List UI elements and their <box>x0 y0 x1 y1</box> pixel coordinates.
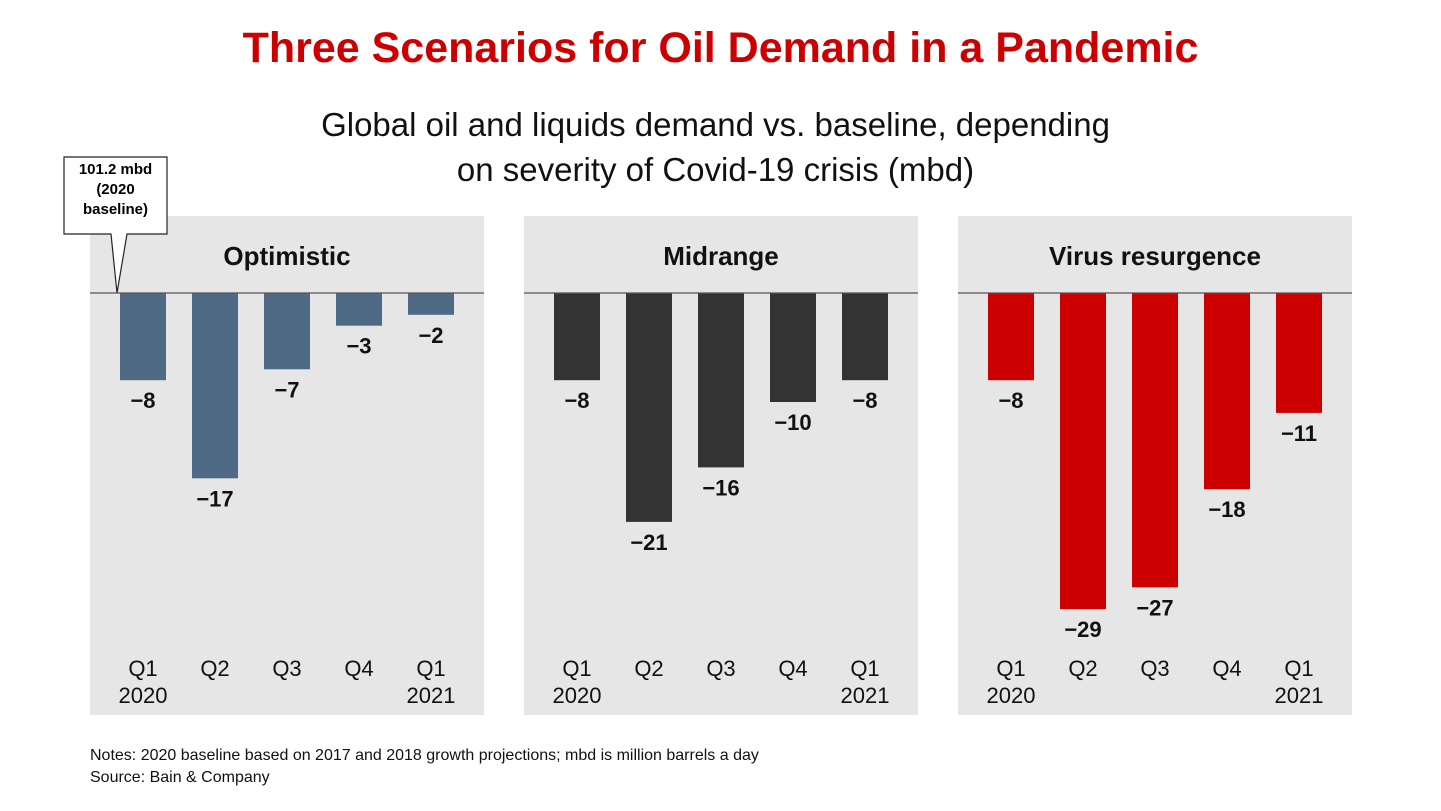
value-label: −16 <box>702 475 739 500</box>
bar <box>626 293 672 522</box>
value-label: −17 <box>196 486 233 511</box>
x-tick-label: Q4 <box>1212 656 1242 681</box>
value-label: −10 <box>774 410 811 435</box>
value-label: −2 <box>418 323 443 348</box>
x-tick-label: Q4 <box>778 656 808 681</box>
x-tick-label: Q1 2020 <box>118 656 168 708</box>
x-tick-label: Q2 <box>200 656 230 681</box>
panel-title: Virus resurgence <box>1049 241 1261 271</box>
value-label: −8 <box>998 388 1023 413</box>
bar <box>698 293 744 468</box>
value-label: −18 <box>1208 497 1245 522</box>
notes: Notes: 2020 baseline based on 2017 and 2… <box>90 747 759 764</box>
panel <box>90 216 484 715</box>
bar <box>554 293 600 381</box>
value-label: −27 <box>1136 595 1173 620</box>
x-tick-label: Q3 <box>272 656 302 681</box>
bar <box>1204 293 1250 490</box>
x-tick-label: Q2 <box>634 656 664 681</box>
bar <box>1060 293 1106 610</box>
x-tick-label: Q3 <box>706 656 736 681</box>
x-tick-label: Q4 <box>344 656 374 681</box>
panel-title: Optimistic <box>223 241 350 271</box>
x-tick-label: Q1 2020 <box>986 656 1036 708</box>
value-label: −21 <box>630 530 667 555</box>
x-tick-label: Q1 2021 <box>406 656 456 708</box>
x-tick-label: Q1 2020 <box>552 656 602 708</box>
source: Source: Bain & Company <box>90 769 270 786</box>
bar <box>1276 293 1322 413</box>
callout-box <box>63 156 168 294</box>
x-tick-label: Q2 <box>1068 656 1098 681</box>
bar <box>1132 293 1178 588</box>
bar <box>264 293 310 370</box>
title: Three Scenarios for Oil Demand in a Pand… <box>242 24 1199 72</box>
bar <box>988 293 1034 381</box>
x-tick-label: Q3 <box>1140 656 1170 681</box>
bar <box>408 293 454 315</box>
value-label: −8 <box>130 388 155 413</box>
value-label: −3 <box>346 334 371 359</box>
panel-title: Midrange <box>663 241 779 271</box>
value-label: −11 <box>1281 421 1317 446</box>
annotation: 101.2 mbd (2020 baseline) <box>78 161 153 218</box>
x-tick-label: Q1 2021 <box>840 656 890 708</box>
bar <box>336 293 382 326</box>
x-tick-label: Q1 2021 <box>1274 656 1324 708</box>
bar <box>192 293 238 479</box>
bar <box>120 293 166 381</box>
value-label: −7 <box>274 377 299 402</box>
value-label: −8 <box>852 388 877 413</box>
value-label: −29 <box>1064 617 1101 642</box>
bar <box>770 293 816 402</box>
value-label: −8 <box>564 388 589 413</box>
subtitle: Global oil and liquids demand vs. baseli… <box>321 106 1110 188</box>
bar <box>842 293 888 381</box>
